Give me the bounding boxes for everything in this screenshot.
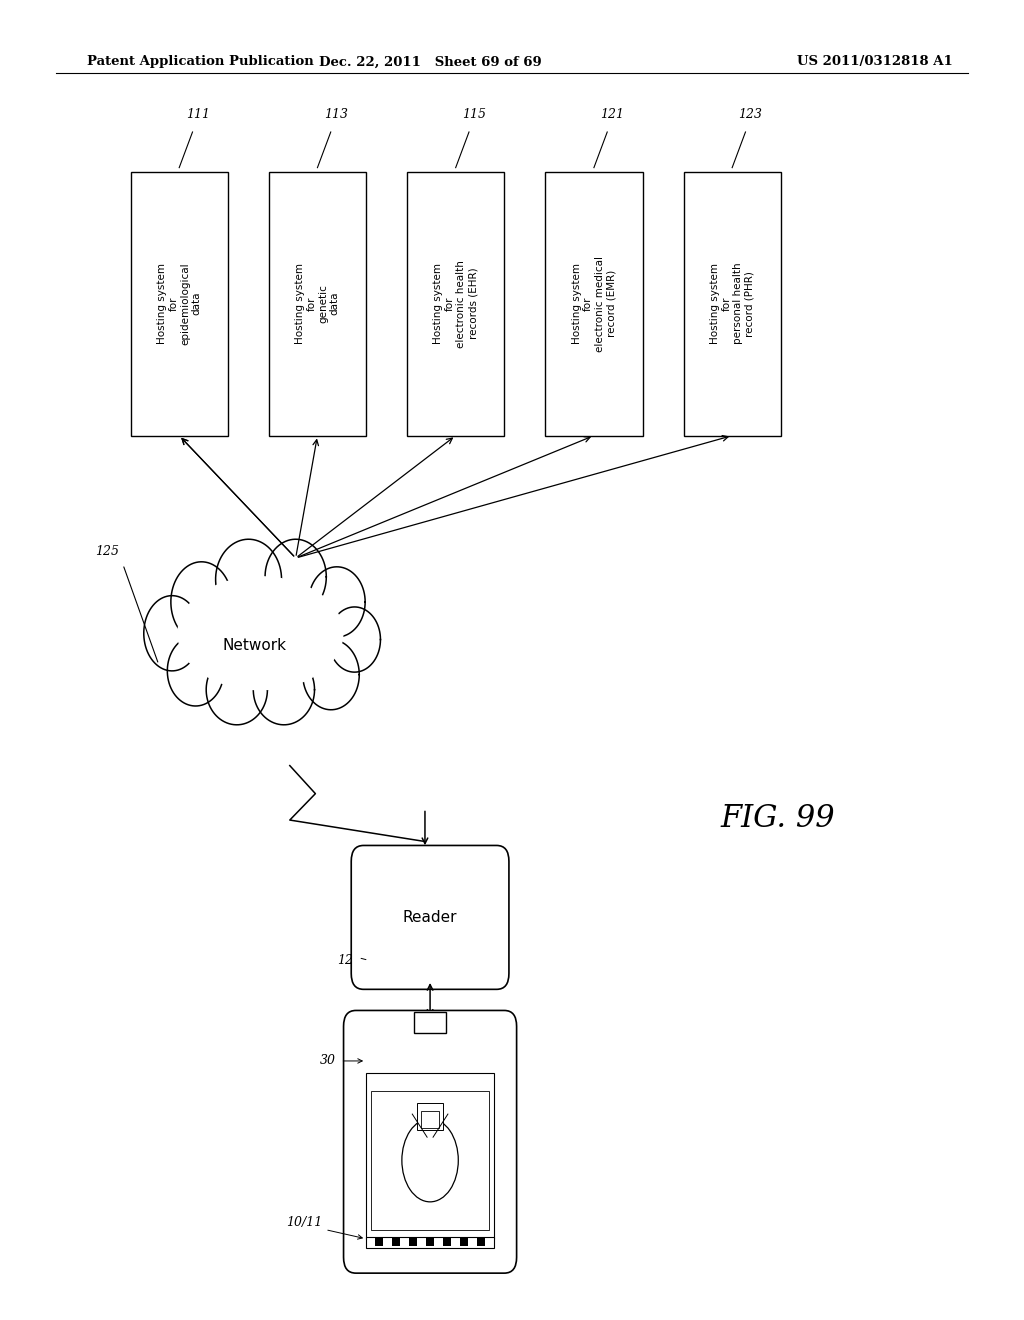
Text: 10/11: 10/11 [287,1216,323,1229]
FancyBboxPatch shape [367,1237,494,1249]
FancyBboxPatch shape [409,1238,418,1246]
FancyBboxPatch shape [426,1238,434,1246]
FancyBboxPatch shape [414,1011,446,1032]
FancyBboxPatch shape [343,1011,516,1272]
Text: 123: 123 [738,108,763,121]
Text: Hosting system
for
epidemiological
data: Hosting system for epidemiological data [157,263,202,345]
FancyBboxPatch shape [545,172,643,436]
FancyBboxPatch shape [375,1238,383,1246]
Text: Hosting system
for
electronic medical
record (EMR): Hosting system for electronic medical re… [571,256,616,351]
Ellipse shape [401,1119,459,1201]
FancyBboxPatch shape [684,172,780,436]
FancyBboxPatch shape [351,845,509,990]
Text: 115: 115 [462,108,486,121]
Polygon shape [265,540,327,614]
Text: 125: 125 [95,545,120,558]
FancyBboxPatch shape [460,1238,468,1246]
Ellipse shape [178,577,343,689]
Text: US 2011/0312818 A1: US 2011/0312818 A1 [797,55,952,69]
FancyBboxPatch shape [408,172,505,436]
FancyBboxPatch shape [477,1238,485,1246]
Text: Hosting system
for
personal health
record (PHR): Hosting system for personal health recor… [710,263,755,345]
Text: FIG. 99: FIG. 99 [721,803,836,834]
Polygon shape [143,595,201,671]
FancyBboxPatch shape [392,1238,400,1246]
Text: 30: 30 [319,1055,335,1068]
FancyBboxPatch shape [367,1072,494,1238]
Text: Reader: Reader [402,909,458,925]
Polygon shape [329,607,381,672]
Text: 12: 12 [337,953,353,966]
FancyBboxPatch shape [442,1238,452,1246]
FancyBboxPatch shape [417,1102,443,1130]
Text: 121: 121 [600,108,625,121]
Text: Network: Network [222,639,287,653]
Text: 113: 113 [324,108,348,121]
Polygon shape [206,655,267,725]
Polygon shape [216,540,282,619]
Polygon shape [308,566,366,638]
Text: Hosting system
for
electronic health
records (EHR): Hosting system for electronic health rec… [433,260,478,347]
Polygon shape [303,640,359,710]
Text: 111: 111 [185,108,210,121]
FancyBboxPatch shape [268,172,367,436]
Polygon shape [167,636,224,706]
Text: Dec. 22, 2011   Sheet 69 of 69: Dec. 22, 2011 Sheet 69 of 69 [318,55,542,69]
FancyBboxPatch shape [371,1090,489,1230]
FancyBboxPatch shape [131,172,227,436]
Text: Hosting system
for
genetic
data: Hosting system for genetic data [295,263,340,345]
FancyBboxPatch shape [421,1111,439,1127]
Polygon shape [253,655,314,725]
Polygon shape [171,562,232,642]
Text: Patent Application Publication: Patent Application Publication [87,55,313,69]
